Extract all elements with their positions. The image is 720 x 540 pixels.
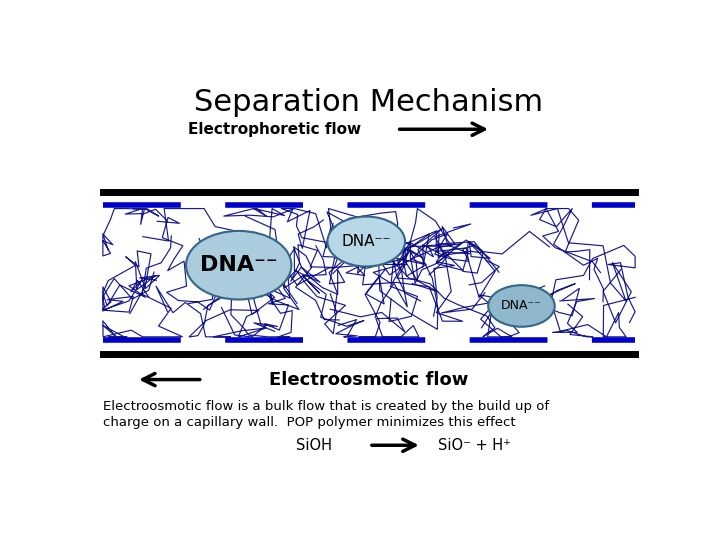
- Text: DNA⁻⁻: DNA⁻⁻: [200, 255, 277, 275]
- Ellipse shape: [186, 231, 292, 300]
- Text: DNA⁻⁻: DNA⁻⁻: [341, 234, 391, 249]
- Ellipse shape: [328, 217, 405, 266]
- Text: SiOH: SiOH: [296, 438, 331, 453]
- Text: Electrophoretic flow: Electrophoretic flow: [188, 122, 361, 137]
- Text: SiO⁻ + H⁺: SiO⁻ + H⁺: [438, 438, 510, 453]
- Text: Electroosmotic flow: Electroosmotic flow: [269, 370, 469, 389]
- Text: Separation Mechanism: Separation Mechanism: [194, 87, 544, 117]
- Text: Electroosmotic flow is a bulk flow that is created by the build up of: Electroosmotic flow is a bulk flow that …: [103, 400, 549, 413]
- Ellipse shape: [488, 285, 554, 327]
- Text: charge on a capillary wall.  POP polymer minimizes this effect: charge on a capillary wall. POP polymer …: [103, 416, 516, 429]
- Text: DNA⁻⁻: DNA⁻⁻: [501, 300, 542, 313]
